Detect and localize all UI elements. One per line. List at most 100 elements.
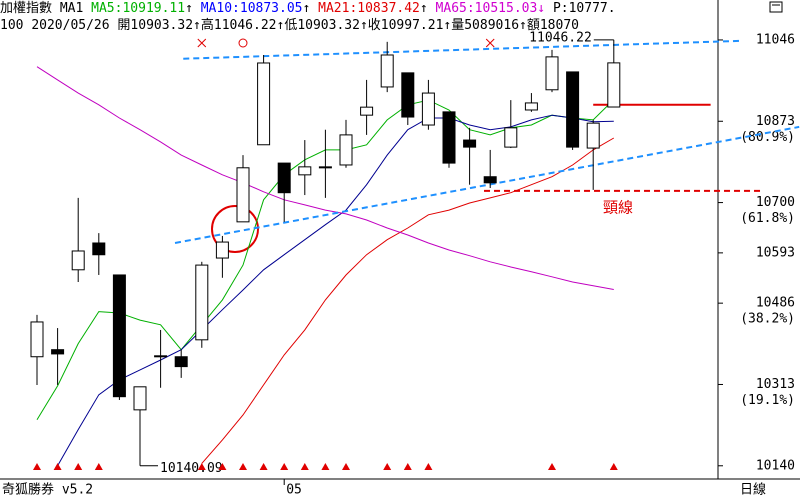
- quote-field: 量5089016: [451, 18, 520, 33]
- quote-field: 額18070: [526, 18, 579, 33]
- cross-signal: [197, 38, 207, 48]
- buy-signal: [53, 463, 62, 470]
- circle-signal: [238, 38, 248, 48]
- y-tick-label: 10873: [756, 114, 795, 129]
- legend-trend: ↑: [302, 1, 311, 16]
- legend-entry: MA5:10919.11: [91, 1, 186, 16]
- buy-signal: [239, 463, 247, 470]
- candle-body: [154, 355, 168, 358]
- quote-field: 100: [0, 18, 24, 33]
- candle-body: [298, 166, 312, 176]
- buy-signal: [300, 463, 309, 470]
- candle-body: [236, 167, 250, 223]
- buy-signal: [218, 463, 227, 470]
- y-tick-label: 11046: [756, 32, 795, 47]
- legend-trend: ↑: [419, 1, 428, 16]
- buy-signal: [259, 463, 268, 470]
- candle-body: [442, 111, 456, 164]
- annotation-label: 10140.09: [160, 461, 223, 476]
- brand: 奇狐勝券 v5.2: [2, 482, 93, 498]
- quote-arrow: ↑: [193, 18, 201, 33]
- cross-signal: [485, 38, 495, 48]
- trend-label: 頸線: [603, 198, 633, 216]
- buy-signal: [609, 463, 618, 470]
- candle-body: [504, 127, 518, 148]
- trend-line: [174, 125, 800, 244]
- y-tick-label: 10700: [756, 195, 795, 210]
- trend-line: [183, 39, 740, 60]
- candle-body: [133, 386, 147, 411]
- annotation-label: 11046.22: [529, 30, 592, 45]
- buy-signal: [342, 463, 350, 470]
- candle-body: [566, 71, 580, 148]
- quote-field: 開10903.32: [117, 18, 194, 33]
- quote-field: 高11046.22: [200, 18, 277, 33]
- legend-trend: ↓: [537, 1, 546, 16]
- candle-body: [71, 250, 85, 271]
- buy-signal: [424, 463, 433, 470]
- quote-arrow: ↑: [276, 18, 285, 33]
- candle-body: [174, 356, 188, 368]
- fib-label: (61.8%): [740, 211, 795, 226]
- legend-entry: MA65:10515.03: [435, 1, 538, 16]
- fib-label: (38.2%): [740, 312, 795, 327]
- quote-line: 100 2020/05/26 開10903.32↑高11046.22↑低1090…: [0, 17, 716, 34]
- quote-field: 收10997.21: [367, 18, 444, 33]
- fib-label: (19.1%): [740, 393, 795, 408]
- fib-label: (80.9%): [740, 130, 795, 145]
- highlight-circle: [211, 205, 259, 253]
- y-tick-label: 10593: [756, 245, 795, 260]
- y-tick-label: 10486: [756, 296, 795, 311]
- candle-body: [380, 54, 394, 88]
- buy-signal: [280, 463, 289, 470]
- quote-arrow: ↑: [443, 18, 452, 33]
- price-readout: P:10777.: [552, 1, 616, 16]
- quote-arrow: ↑: [519, 18, 527, 33]
- quote-arrow: ↑: [359, 18, 368, 33]
- candle-body: [92, 242, 106, 256]
- candle-body: [277, 162, 291, 194]
- period: 日線: [740, 482, 766, 498]
- candle-body: [112, 274, 126, 398]
- y-tick-label: 10140: [756, 458, 795, 473]
- candle-body: [339, 134, 353, 166]
- period: MA1: [59, 1, 84, 16]
- buy-signal: [74, 463, 83, 470]
- legend-trend: ↑: [185, 1, 193, 16]
- buy-signal: [94, 463, 103, 470]
- symbol: 加權指數: [0, 1, 53, 16]
- buy-signal: [383, 463, 392, 470]
- buy-signal: [321, 463, 330, 470]
- candle-body: [195, 264, 209, 341]
- candle-body: [586, 122, 600, 149]
- ma-line: [201, 137, 615, 464]
- candle-body: [360, 106, 374, 116]
- buy-signal: [197, 463, 206, 470]
- candle-body: [318, 166, 332, 169]
- y-tick-label: 10313: [756, 377, 795, 392]
- buy-signal: [33, 463, 41, 470]
- candle-body: [51, 349, 65, 355]
- ma-line: [36, 66, 614, 290]
- buy-signal: [403, 463, 412, 470]
- candle-body: [483, 176, 497, 184]
- candle-body: [545, 56, 559, 91]
- header-line: 加權指數 MA1 MA5:10919.11↑ MA10:10873.05↑ MA…: [0, 0, 716, 17]
- quote-field: 低10903.32: [284, 18, 360, 33]
- candle-body: [607, 62, 621, 108]
- legend-entry: MA21:10837.42: [318, 1, 420, 16]
- buy-signal: [548, 463, 556, 470]
- candle-body: [401, 72, 415, 118]
- legend-entry: MA10:10873.05: [200, 1, 303, 16]
- candle-body: [524, 102, 538, 111]
- candle-body: [215, 241, 229, 259]
- candle-body: [257, 62, 271, 146]
- quote-field: 2020/05/26: [31, 18, 110, 33]
- window-icon: [769, 1, 783, 13]
- candle-body: [30, 321, 44, 358]
- candle-body: [421, 92, 435, 126]
- candle-body: [463, 139, 477, 148]
- ma-line: [57, 114, 614, 467]
